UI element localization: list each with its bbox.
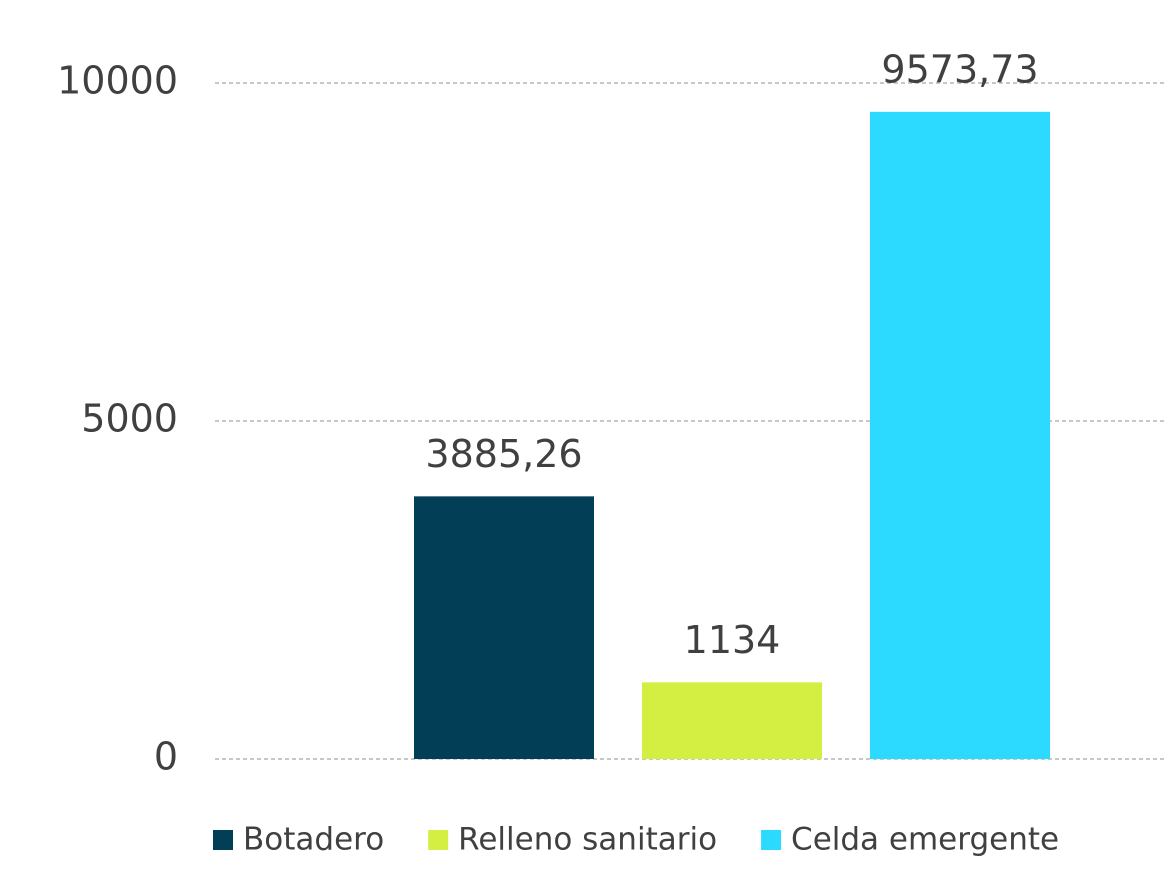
legend-swatch <box>428 830 449 850</box>
data-label: 9573,73 <box>881 47 1038 91</box>
legend-label: Celda emergente <box>791 822 1059 858</box>
y-tick-label: 5000 <box>81 397 178 441</box>
bar <box>870 111 1050 759</box>
legend-label: Botadero <box>243 822 384 858</box>
legend-swatch <box>213 830 233 850</box>
legend-label: Relleno sanitario <box>458 822 717 858</box>
bar <box>642 682 822 759</box>
y-tick-label: 10000 <box>57 59 178 103</box>
data-label: 1134 <box>684 618 781 662</box>
y-tick-label: 0 <box>154 735 178 779</box>
legend-swatch <box>761 830 782 850</box>
bar <box>414 496 594 759</box>
data-label: 3885,26 <box>425 432 582 476</box>
